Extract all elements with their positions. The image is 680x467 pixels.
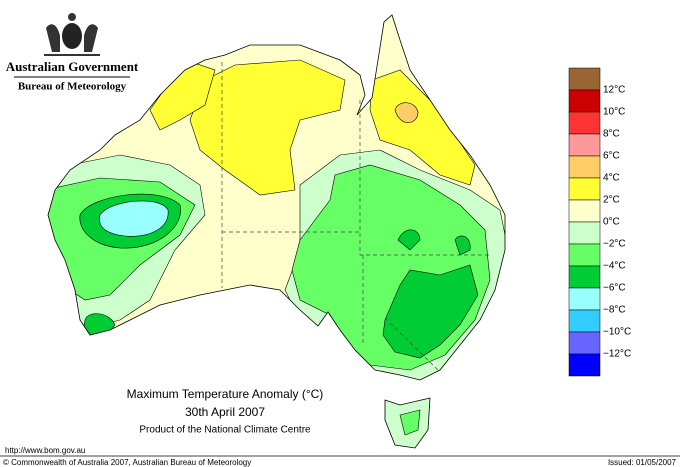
footer-url: http://www.bom.gov.au	[5, 446, 85, 455]
legend-label: 2°C	[603, 195, 620, 206]
legend-swatch	[568, 199, 601, 223]
map	[47, 14, 506, 449]
legend-label: 0°C	[603, 217, 620, 228]
legend-label: −10°C	[603, 327, 631, 338]
legend-label: −12°C	[603, 349, 631, 360]
legend-swatch	[568, 331, 601, 355]
legend-label: 6°C	[603, 151, 620, 162]
government-name: Australian Government	[6, 59, 139, 74]
legend-swatch	[568, 221, 601, 245]
legend-label: 12°C	[603, 85, 625, 96]
legend-swatch	[568, 309, 601, 333]
legend-label: −6°C	[603, 283, 626, 294]
footer-copyright: © Commonwealth of Australia 2007, Austra…	[3, 458, 251, 467]
legend-swatch	[568, 111, 601, 135]
legend-swatch	[568, 177, 601, 201]
map-date: 30th April 2007	[185, 405, 265, 419]
legend-label: −4°C	[603, 261, 626, 272]
map-title: Maximum Temperature Anomaly (°C)	[127, 387, 324, 401]
legend-label: 10°C	[603, 107, 625, 118]
legend-label: 4°C	[603, 173, 620, 184]
bureau-name: Bureau of Meteorology	[18, 81, 127, 93]
map-product: Product of the National Climate Centre	[139, 425, 311, 436]
legend-swatch	[568, 265, 601, 289]
legend-label: 8°C	[603, 129, 620, 140]
legend-swatch	[568, 243, 601, 267]
legend-swatch	[568, 287, 601, 311]
footer-issued: Issued: 01/05/2007	[608, 458, 677, 467]
legend-swatch	[568, 67, 601, 91]
coat-of-arms	[44, 13, 100, 56]
legend-swatch	[568, 353, 601, 377]
legend-swatch	[568, 155, 601, 179]
legend-swatch	[568, 89, 601, 113]
legend: 12°C 10°C 8°C 6°C 4°C 2°C 0°C −2°C −4°C −6°C −8°C −…	[568, 67, 631, 377]
legend-label: −2°C	[603, 239, 626, 250]
legend-swatch	[568, 133, 601, 157]
legend-label: −8°C	[603, 305, 626, 316]
